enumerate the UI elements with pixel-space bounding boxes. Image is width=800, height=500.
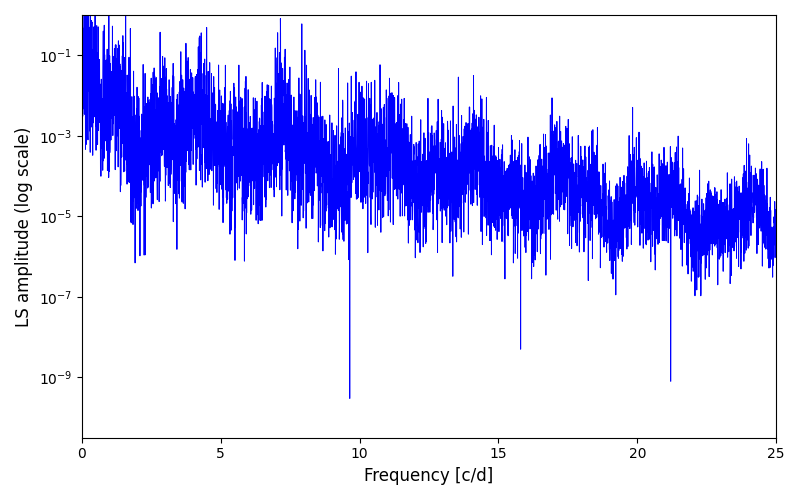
X-axis label: Frequency [c/d]: Frequency [c/d] [364,467,494,485]
Y-axis label: LS amplitude (log scale): LS amplitude (log scale) [15,126,33,326]
